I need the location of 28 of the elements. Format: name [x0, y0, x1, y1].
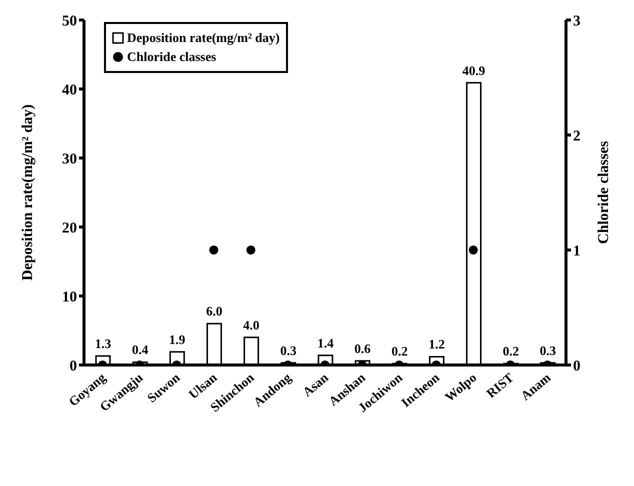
data-label: 0.2: [391, 344, 408, 359]
y-tick-label: 50: [62, 13, 77, 30]
data-label: 0.4: [132, 342, 149, 358]
data-label: 40.9: [462, 62, 486, 78]
y-tick-label: 20: [62, 220, 77, 236]
legend-label: Deposition rate(mg/m² day): [127, 30, 280, 46]
y2-tick-label: 1: [573, 243, 580, 260]
x-tick-label: Asan: [300, 369, 332, 400]
legend-label: Chloride classes: [127, 49, 216, 65]
data-label: 0.3: [280, 342, 298, 358]
data-label: 1.4: [317, 335, 334, 350]
y2-tick-label: 2: [573, 128, 580, 144]
data-label: 0.2: [502, 344, 519, 359]
data-label: 1.9: [169, 332, 186, 347]
data-label: 0.6: [354, 340, 372, 356]
y2-axis-title: Chloride classes: [596, 140, 612, 244]
y-tick-label: 30: [62, 151, 77, 168]
y2-tick-label: 3: [573, 13, 580, 30]
data-label: 1.2: [428, 336, 445, 352]
y-tick-label: 40: [62, 82, 77, 98]
data-label: 1.3: [94, 336, 112, 352]
data-label: 6.0: [206, 304, 222, 319]
y-tick-label: 10: [62, 289, 77, 306]
y-tick-label: 0: [70, 358, 77, 374]
data-label: 0.3: [540, 342, 557, 358]
y-axis-title: Deposition rate(mg/m² day): [20, 104, 36, 281]
data-label: 4.0: [243, 317, 260, 332]
y2-tick-label: 0: [573, 358, 580, 374]
